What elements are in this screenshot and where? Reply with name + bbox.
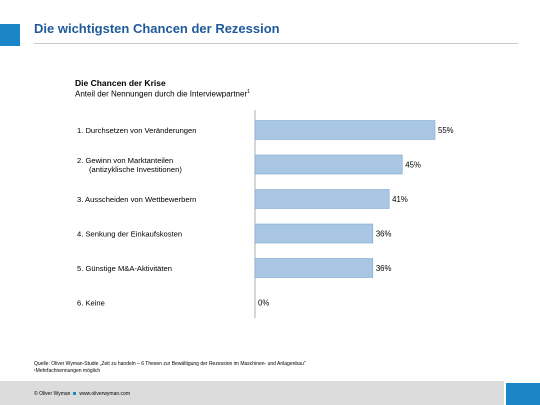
title-accent-block — [0, 24, 20, 46]
footer-accent-block — [506, 383, 540, 405]
chart-subtitle-text: Anteil der Nennungen durch die Interview… — [75, 89, 248, 99]
footer-bar — [0, 381, 504, 405]
value-label: 55% — [438, 126, 454, 135]
value-label: 41% — [392, 195, 408, 204]
bar — [254, 120, 436, 140]
category-label: 4. Senkung der Einkaufskosten — [77, 230, 182, 239]
title-divider — [34, 43, 518, 44]
value-label: 45% — [405, 161, 421, 170]
source-line: Quelle: Oliver Wyman-Studie „Zeit zu han… — [34, 361, 306, 367]
category-label: 3. Ausscheiden von Wettbewerbern — [77, 195, 196, 204]
bar — [254, 154, 403, 175]
chart-subtitle: Anteil der Nennungen durch die Interview… — [75, 89, 250, 99]
value-label: 36% — [376, 264, 392, 273]
category-label: 6. Keine — [77, 299, 105, 308]
category-label: 2. Gewinn von Marktanteilen (antizyklisch… — [77, 156, 182, 174]
bullet-icon — [73, 392, 77, 396]
bar — [254, 258, 374, 278]
bar — [254, 223, 374, 244]
footnote-line: ¹Mehrfachnennungen möglich — [34, 367, 101, 374]
source-note: Quelle: Oliver Wyman-Studie „Zeit zu han… — [34, 361, 306, 374]
category-label: 5. Günstige M&A-Aktivitäten — [77, 264, 172, 273]
copyright-text: © Oliver Wyman — [34, 391, 71, 397]
slide-title: Die wichtigsten Chancen der Rezession — [34, 21, 280, 36]
footnote-marker: 1 — [247, 89, 250, 95]
footer-text: © Oliver Wyman www.oliverwyman.com — [34, 391, 130, 397]
value-label: 0% — [258, 299, 269, 308]
chart-title: Die Chancen der Krise — [75, 78, 166, 88]
value-label: 36% — [376, 230, 392, 239]
website-link[interactable]: www.oliverwyman.com — [79, 391, 130, 397]
category-label: 1. Durchsetzen von Veränderungen — [77, 126, 196, 135]
bar — [254, 189, 390, 209]
